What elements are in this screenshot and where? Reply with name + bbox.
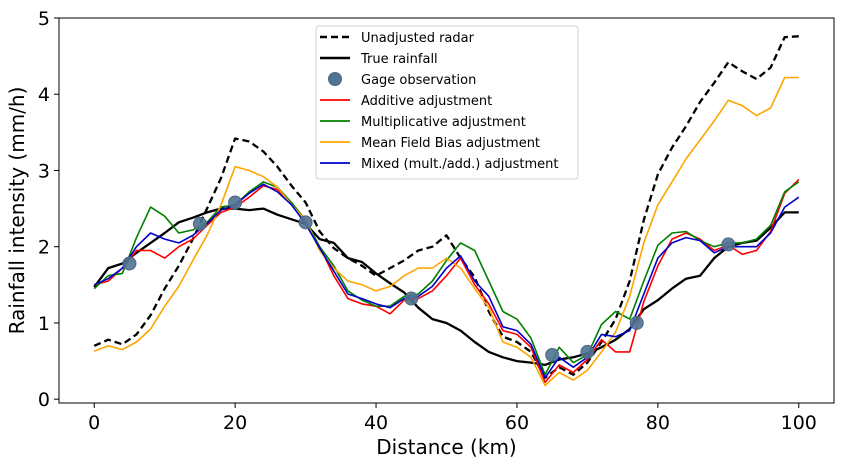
y-tick-label: 1: [38, 313, 50, 335]
y-tick-label: 4: [38, 84, 50, 106]
legend-marker: [328, 72, 342, 86]
legend-label: True rainfall: [360, 52, 438, 67]
y-tick-label: 0: [38, 389, 50, 411]
gage-observation-point: [192, 216, 207, 231]
x-tick-label: 40: [364, 412, 388, 434]
gage-observation-point: [228, 195, 243, 210]
y-tick-label: 3: [38, 160, 50, 182]
x-axis: 0 20 40 60 80 100: [88, 403, 817, 434]
gage-observation-point: [629, 315, 644, 330]
x-tick-label: 100: [781, 412, 817, 434]
legend-label: Mixed (mult./add.) adjustment: [361, 157, 558, 172]
y-axis: 0 1 2 3 4 5: [38, 8, 59, 411]
gage-observation-point: [404, 291, 419, 306]
legend-label: Unadjusted radar: [361, 31, 475, 46]
legend-label: Gage observation: [361, 73, 476, 88]
x-tick-label: 20: [223, 412, 247, 434]
legend-label: Multiplicative adjustment: [361, 115, 526, 130]
multiplicative-adjustment-line: [93, 181, 800, 376]
x-axis-label: Distance (km): [376, 435, 516, 459]
y-tick-label: 5: [38, 8, 50, 30]
true-rainfall-line: [93, 207, 799, 367]
legend-label: Additive adjustment: [361, 94, 492, 109]
x-tick-label: 80: [646, 412, 670, 434]
plot-area: [93, 35, 800, 387]
x-tick-label: 0: [88, 412, 100, 434]
gage-observation-point: [721, 237, 736, 252]
mean-field-bias-adjustment-line: [93, 76, 799, 387]
additive-adjustment-line: [93, 179, 800, 384]
y-axis-label: Rainfall intensity (mm/h): [5, 87, 29, 335]
unadjusted-radar-line: [93, 35, 799, 379]
y-tick-label: 2: [38, 237, 50, 259]
plot-frame: [58, 17, 835, 404]
x-tick-label: 60: [505, 412, 529, 434]
gage-observation-point: [298, 215, 313, 230]
gage-observation-point: [580, 344, 595, 359]
legend-label: Mean Field Bias adjustment: [361, 136, 540, 151]
legend-box: [315, 25, 579, 180]
legend: Unadjusted radar True rainfall Gage observ…: [315, 25, 579, 180]
mixed-mult-add-adjustment-line: [93, 183, 800, 379]
gage-observation-point: [545, 347, 560, 362]
gage-observation-point: [122, 256, 137, 271]
